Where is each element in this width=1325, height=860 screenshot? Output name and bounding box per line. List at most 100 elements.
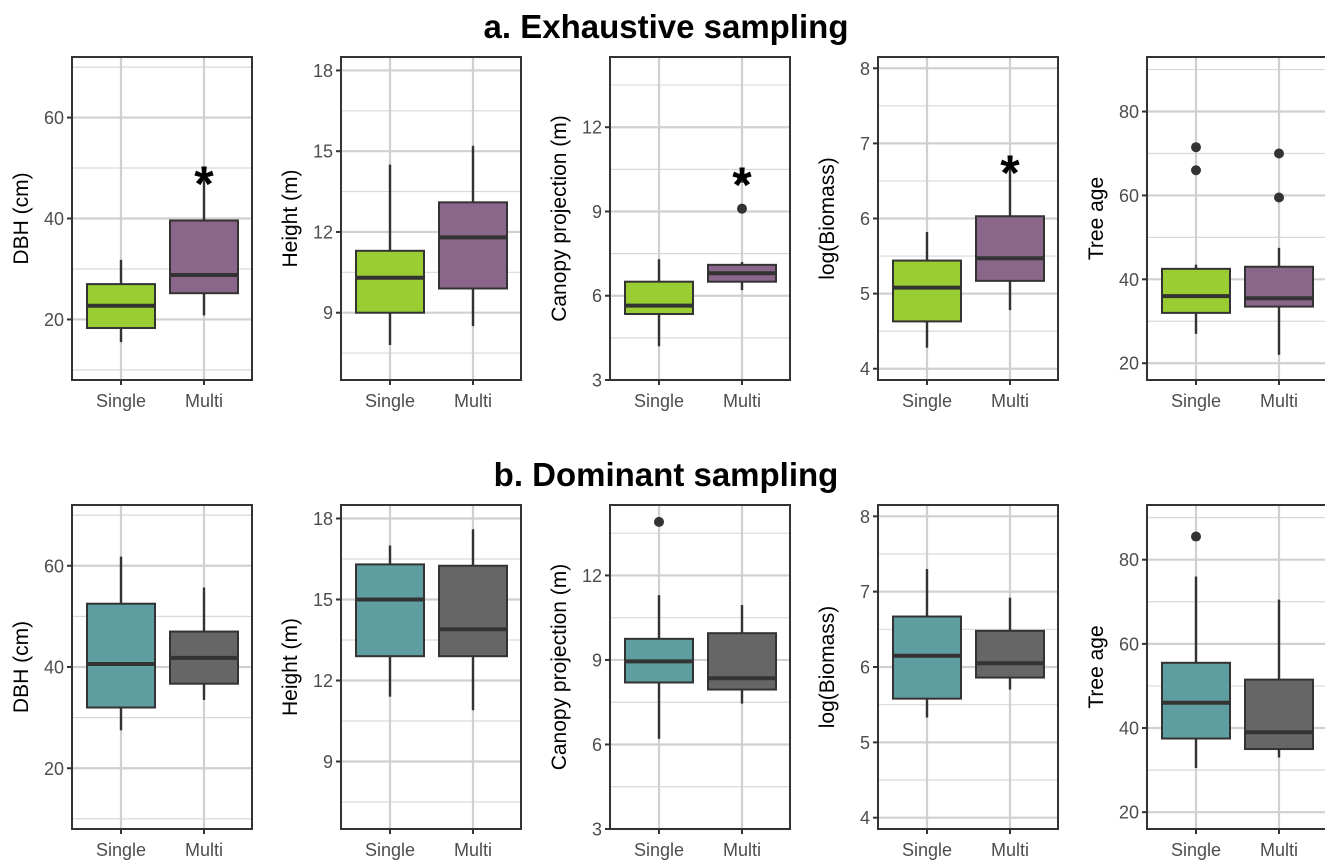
y-tick-label: 8	[860, 507, 870, 527]
box-multi	[169, 177, 239, 316]
x-tick-label: Multi	[185, 840, 223, 860]
y-tick-label: 20	[44, 310, 64, 330]
box-multi	[169, 587, 239, 700]
y-tick-label: 80	[1119, 102, 1139, 122]
x-tick-label: Multi	[723, 391, 761, 411]
panel-exhaustive-canopy-projection-m: * 3 6 9 12 Single Multi Canopy projection (m)	[548, 56, 791, 411]
y-tick-label: 60	[1119, 634, 1139, 654]
iqr-box	[975, 629, 1045, 679]
y-tick-label: 6	[860, 658, 870, 678]
panel-background	[1147, 57, 1325, 380]
box-single	[624, 516, 694, 739]
x-tick-label: Multi	[723, 840, 761, 860]
box-single	[86, 259, 156, 343]
y-tick-label: 7	[860, 134, 870, 154]
y-tick-label: 40	[44, 658, 64, 678]
iqr-box	[86, 602, 156, 709]
iqr-box	[1244, 678, 1314, 751]
box-single	[892, 232, 962, 348]
box-multi	[1244, 599, 1314, 758]
box-multi	[438, 145, 508, 327]
x-tick-label: Single	[1171, 840, 1221, 860]
y-axis-title: DBH (cm)	[10, 621, 33, 713]
panel-border	[1146, 504, 1325, 830]
y-axis-title: log(Biomass)	[816, 157, 839, 280]
panel-exhaustive-log-biomass: * 4 5 6 7 8 Single Multi log(Biomass)	[816, 56, 1059, 411]
panel-border	[609, 56, 791, 381]
y-tick-label: 3	[592, 371, 602, 391]
outlier-point	[1191, 142, 1201, 153]
y-tick-label: 60	[1119, 186, 1139, 206]
panels-group: * 20 40 60 Single Multi DBH (cm) 9 12 15 18 Single M…	[10, 56, 1325, 860]
y-tick-label: 40	[1119, 719, 1139, 739]
y-tick-label: 7	[860, 582, 870, 602]
box-single	[86, 556, 156, 731]
box-single	[892, 569, 962, 718]
x-tick-label: Single	[902, 840, 952, 860]
panel-dominant-canopy-projection-m: 3 6 9 12 Single Multi Canopy projection (m)	[548, 504, 791, 860]
y-tick-label: 9	[323, 303, 333, 323]
panel-exhaustive-tree-age: 20 40 60 80 Single Multi Tree age	[1085, 56, 1325, 411]
y-tick-label: 40	[1119, 270, 1139, 290]
x-tick-label: Multi	[991, 391, 1029, 411]
y-tick-label: 5	[860, 284, 870, 304]
x-tick-label: Single	[902, 391, 952, 411]
panel-background	[341, 505, 521, 829]
y-tick-label: 6	[592, 735, 602, 755]
panel-exhaustive-dbh-cm: * 20 40 60 Single Multi DBH (cm)	[10, 56, 253, 411]
box-single	[355, 545, 425, 697]
x-tick-label: Single	[634, 391, 684, 411]
iqr-box	[975, 215, 1045, 282]
iqr-box	[707, 632, 777, 691]
x-tick-label: Single	[365, 840, 415, 860]
x-tick-label: Single	[365, 391, 415, 411]
panel-background	[610, 57, 790, 380]
y-tick-label: 9	[323, 752, 333, 772]
y-tick-label: 15	[313, 590, 333, 610]
outlier-point	[737, 203, 747, 214]
y-tick-label: 4	[860, 359, 870, 379]
y-tick-label: 6	[860, 209, 870, 229]
y-axis-title: Tree age	[1085, 177, 1108, 260]
x-tick-label: Single	[1171, 391, 1221, 411]
box-multi	[1244, 148, 1314, 355]
box-single	[355, 164, 425, 346]
y-axis-title: Height (m)	[279, 169, 302, 267]
iqr-box	[624, 280, 694, 315]
iqr-box	[355, 249, 425, 314]
x-tick-label: Multi	[185, 391, 223, 411]
y-tick-label: 12	[313, 671, 333, 691]
y-tick-label: 15	[313, 142, 333, 162]
y-tick-label: 60	[44, 556, 64, 576]
y-tick-label: 40	[44, 209, 64, 229]
y-tick-label: 60	[44, 108, 64, 128]
outlier-point	[1191, 531, 1201, 542]
x-tick-label: Multi	[454, 840, 492, 860]
iqr-box	[169, 219, 239, 295]
x-tick-label: Multi	[1260, 391, 1298, 411]
box-multi	[975, 165, 1045, 311]
box-multi	[975, 597, 1045, 690]
y-tick-label: 8	[860, 59, 870, 79]
significance-star: *	[194, 156, 214, 212]
significance-star: *	[732, 157, 752, 213]
panel-dominant-height-m: 9 12 15 18 Single Multi Height (m)	[279, 504, 522, 860]
iqr-box	[892, 259, 962, 323]
panel-border	[609, 504, 791, 830]
x-tick-label: Single	[96, 391, 146, 411]
outlier-point	[1274, 148, 1284, 159]
box-single	[624, 259, 694, 347]
y-axis-title: DBH (cm)	[10, 172, 33, 264]
outlier-point	[654, 516, 664, 527]
y-axis-title: Height (m)	[279, 618, 302, 716]
outlier-point	[1191, 165, 1201, 176]
y-tick-label: 80	[1119, 550, 1139, 570]
y-tick-label: 12	[582, 118, 602, 138]
panel-dominant-dbh-cm: 20 40 60 Single Multi DBH (cm)	[10, 504, 253, 860]
y-axis-title: log(Biomass)	[816, 606, 839, 729]
section-title-dominant: b. Dominant sampling	[494, 456, 839, 493]
x-tick-label: Single	[634, 840, 684, 860]
panel-dominant-log-biomass: 4 5 6 7 8 Single Multi log(Biomass)	[816, 504, 1059, 860]
y-tick-label: 9	[592, 202, 602, 222]
